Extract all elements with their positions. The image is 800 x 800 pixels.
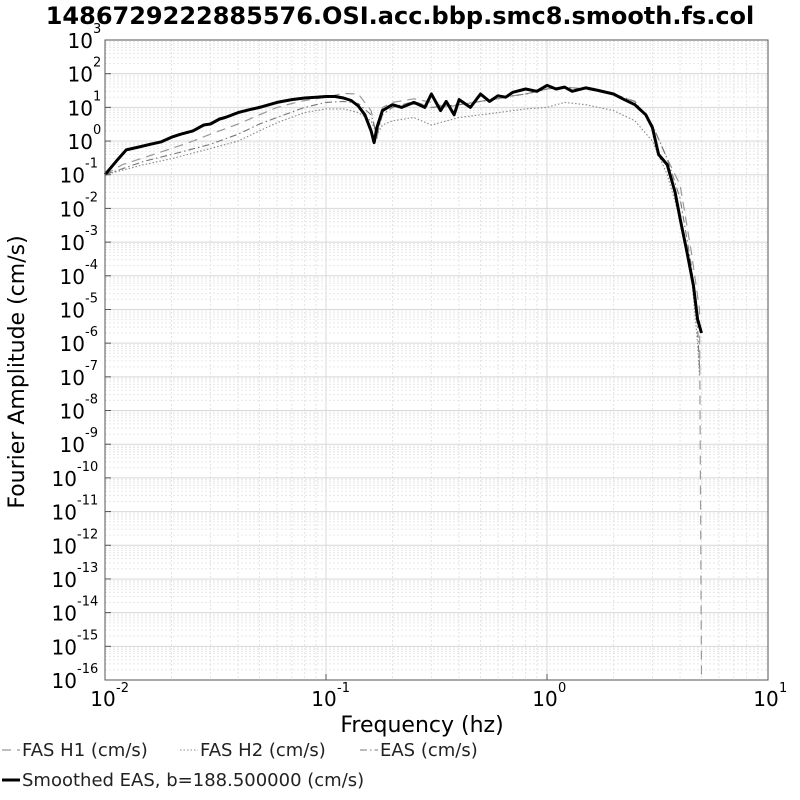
y-tick-label: 10 xyxy=(60,231,85,255)
series-group xyxy=(103,83,703,681)
y-tick-exponent: 1 xyxy=(93,89,101,104)
y-tick-label: 10 xyxy=(60,164,85,188)
x-ticks: 10 -2 10 -1 10 0 10 1 xyxy=(90,674,787,711)
y-tick-label: 10 xyxy=(60,366,85,390)
plot-frame xyxy=(104,39,769,681)
x-tick-exponent: 1 xyxy=(779,681,787,696)
y-tick-exponent: 2 xyxy=(93,56,101,71)
x-tick-label: 10 xyxy=(311,687,336,711)
x-tick-label: 10 xyxy=(532,687,557,711)
y-tick-exponent: -14 xyxy=(77,595,98,610)
y-tick-label: 10 xyxy=(60,298,85,322)
y-tick-exponent: -8 xyxy=(85,393,98,408)
series-line-3 xyxy=(104,86,701,367)
legend-label: EAS (cm/s) xyxy=(380,740,478,761)
y-tick-label: 10 xyxy=(60,265,85,289)
y-tick-exponent: -10 xyxy=(77,460,98,475)
y-tick-label: 10 xyxy=(52,534,77,558)
y-tick-exponent: -2 xyxy=(85,190,98,205)
series-line-4 xyxy=(103,83,703,334)
y-tick-label: 10 xyxy=(60,197,85,221)
y-axis-label: Fourier Amplitude (cm/s) xyxy=(5,235,30,508)
legend: FAS H1 (cm/s) FAS H2 (cm/s) EAS (cm/s) Smoo… xyxy=(2,740,478,791)
y-tick-label: 10 xyxy=(60,400,85,424)
y-tick-exponent: -6 xyxy=(85,325,98,340)
y-tick-label: 10 xyxy=(52,467,77,491)
y-tick-exponent: -3 xyxy=(85,224,98,239)
y-tick-label: 10 xyxy=(52,669,77,693)
y-tick-exponent: -1 xyxy=(85,157,98,172)
y-tick-exponent: -4 xyxy=(85,258,98,273)
legend-label: Smoothed EAS, b=188.500000 (cm/s) xyxy=(22,770,364,791)
x-tick-label: 10 xyxy=(753,687,778,711)
series-line-2 xyxy=(104,101,701,377)
y-tick-exponent: -5 xyxy=(85,291,98,306)
y-tick-label: 10 xyxy=(52,501,77,525)
chart-title: 1486729222885576.OSI.acc.bbp.smc8.smooth… xyxy=(46,2,755,30)
y-tick-exponent: 0 xyxy=(93,123,101,138)
y-tick-exponent: -12 xyxy=(77,527,98,542)
y-tick-exponent: -15 xyxy=(77,628,98,643)
y-tick-label: 10 xyxy=(68,130,93,154)
y-tick-exponent: -9 xyxy=(85,426,98,441)
y-tick-label: 10 xyxy=(68,96,93,120)
legend-label: FAS H1 (cm/s) xyxy=(22,740,148,761)
y-tick-label: 10 xyxy=(60,332,85,356)
y-tick-exponent: -11 xyxy=(77,494,98,509)
y-tick-label: 10 xyxy=(52,602,77,626)
y-tick-label: 10 xyxy=(52,568,77,592)
x-tick-exponent: -1 xyxy=(337,681,350,696)
x-axis-label: Frequency (hz) xyxy=(340,713,503,738)
x-tick-exponent: 0 xyxy=(558,681,566,696)
legend-label: FAS H2 (cm/s) xyxy=(200,740,326,761)
y-tick-label: 10 xyxy=(68,63,93,87)
y-tick-label: 10 xyxy=(60,433,85,457)
y-tick-exponent: -7 xyxy=(85,359,98,374)
y-tick-label: 10 xyxy=(52,635,77,659)
y-tick-label: 10 xyxy=(68,29,93,53)
x-tick-exponent: -2 xyxy=(116,681,129,696)
x-tick-label: 10 xyxy=(90,687,115,711)
y-tick-exponent: -13 xyxy=(77,561,98,576)
y-tick-exponent: -16 xyxy=(77,662,98,677)
y-tick-exponent: 3 xyxy=(93,22,101,37)
